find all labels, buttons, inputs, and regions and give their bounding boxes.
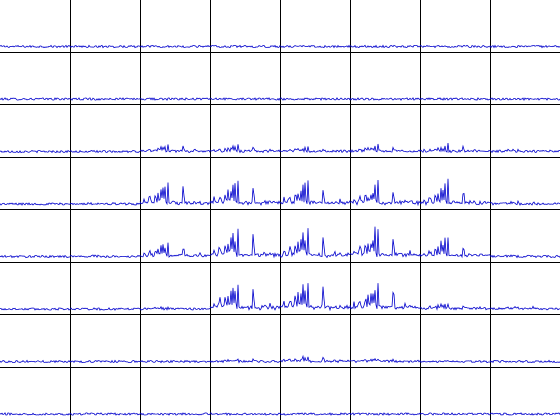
spectrum-trace-r2-c3 (209, 144, 281, 154)
spectrum-trace-r4-c3 (209, 228, 281, 259)
spectrum-trace-r6-c2 (139, 359, 211, 364)
spectrum-trace-r5-c2 (139, 305, 211, 311)
spectrum-trace-r1-c4 (279, 97, 351, 101)
spectrum-trace-r2-c5 (349, 143, 421, 154)
spectrum-trace-r1-c7 (489, 97, 560, 101)
spectrum-trace-r3-c7 (489, 199, 560, 206)
spectrum-traces (0, 44, 560, 416)
spectrum-trace-r5-c5 (349, 283, 421, 310)
spectrum-trace-r6-c4 (279, 354, 351, 364)
spectrum-trace-r6-c7 (489, 359, 560, 364)
spectrum-trace-r2-c1 (69, 149, 141, 154)
spectrum-trace-r1-c5 (349, 97, 421, 101)
spectrum-trace-r5-c3 (209, 284, 281, 311)
spectrum-trace-r2-c2 (139, 144, 211, 154)
spectrum-trace-r7-c4 (279, 412, 351, 416)
spectrum-trace-r0-c5 (349, 44, 421, 49)
spectrum-trace-r0-c0 (0, 44, 71, 49)
spectrum-trace-r7-c5 (349, 412, 421, 416)
spectrum-trace-r7-c3 (209, 412, 281, 416)
spectrum-trace-r6-c0 (0, 359, 71, 364)
spectrum-trace-r2-c6 (419, 143, 491, 154)
spectrum-trace-r3-c1 (69, 201, 141, 206)
spectrum-trace-r0-c3 (209, 44, 281, 49)
spectrum-trace-r0-c7 (489, 44, 560, 49)
spectrum-trace-r7-c7 (489, 412, 560, 416)
spectrum-trace-r2-c0 (0, 149, 71, 154)
spectrum-trace-r3-c6 (419, 178, 491, 206)
spectrum-trace-r5-c7 (489, 305, 560, 311)
spectrum-trace-r7-c1 (69, 412, 140, 416)
spectrum-trace-r3-c4 (279, 180, 351, 206)
spectrum-trace-r0-c4 (279, 44, 351, 49)
spectrum-trace-r6-c5 (349, 357, 421, 364)
spectrum-trace-r2-c7 (489, 148, 560, 154)
spectrum-trace-r7-c6 (419, 412, 491, 416)
spectrum-trace-r6-c3 (209, 357, 281, 364)
spectrum-trace-r1-c2 (139, 97, 211, 101)
spectrum-trace-r5-c1 (69, 307, 141, 311)
spectrum-trace-r1-c6 (419, 97, 491, 101)
spectrum-trace-r5-c4 (279, 283, 351, 312)
spectrum-trace-r3-c0 (0, 202, 70, 206)
spectrum-trace-r4-c0 (0, 254, 71, 259)
spectrum-trace-r4-c1 (69, 254, 141, 259)
spectrum-trace-r4-c4 (279, 228, 351, 259)
spectrum-trace-r4-c5 (349, 226, 421, 258)
spectrum-trace-r1-c1 (69, 97, 141, 101)
spectrum-trace-r7-c2 (140, 412, 211, 416)
spectrum-trace-r4-c7 (489, 254, 560, 259)
spectrum-trace-r0-c6 (419, 44, 491, 49)
spectrum-trace-r5-c6 (419, 302, 491, 311)
spectrum-trace-r6-c6 (419, 360, 491, 364)
spectrum-trace-r1-c0 (0, 97, 71, 101)
spectrum-trace-r4-c6 (419, 237, 491, 259)
spectrum-trace-r5-c0 (0, 307, 71, 311)
spectrum-trace-r3-c3 (209, 180, 281, 206)
spectrum-trace-r2-c4 (279, 145, 351, 154)
spectrum-trace-r3-c5 (349, 179, 421, 207)
spectrum-trace-r1-c3 (209, 97, 281, 101)
spectrum-trace-r0-c1 (69, 44, 141, 49)
spectrum-trace-r4-c2 (139, 242, 211, 258)
spectrum-trace-r3-c2 (139, 182, 211, 206)
spectrum-trace-r7-c0 (0, 412, 71, 416)
spectrum-trace-r0-c2 (139, 44, 211, 49)
spectrum-trace-r6-c1 (69, 359, 141, 364)
